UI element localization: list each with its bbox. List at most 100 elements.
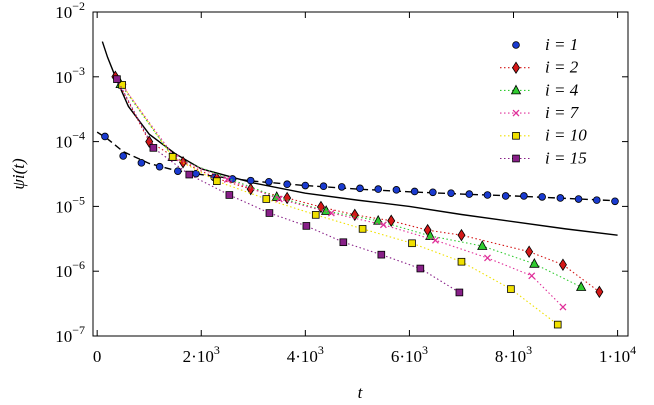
point	[374, 185, 382, 193]
y-tick-label-exp: −5	[72, 193, 85, 207]
point	[155, 162, 164, 171]
x-tick-label-exp: 3	[526, 343, 532, 357]
point	[477, 240, 488, 250]
point	[501, 192, 510, 200]
point	[507, 285, 515, 293]
series-line	[120, 83, 582, 288]
y-tick-label-base: 10	[55, 68, 72, 87]
point	[319, 182, 328, 190]
y-tick-label-exp: −3	[72, 64, 85, 78]
point	[528, 272, 536, 280]
x-tick-label-base: 6·10	[391, 347, 422, 366]
point	[185, 170, 194, 179]
x-tick-label-base: 4·10	[287, 347, 318, 366]
point	[455, 288, 464, 297]
x-tick-label: 4·103	[287, 343, 324, 366]
point	[174, 167, 182, 175]
y-tick-label-base: 10	[55, 3, 72, 22]
y-tick-label-base: 10	[55, 197, 72, 216]
point	[575, 281, 587, 291]
x-tick-label-base: 1·10	[599, 347, 630, 366]
legend-marker	[512, 41, 520, 49]
point	[525, 245, 534, 258]
x-tick-label-exp: 3	[318, 343, 324, 357]
point	[379, 221, 387, 229]
legend-marker	[510, 84, 522, 95]
x-tick-label: 2·103	[183, 343, 220, 366]
point	[431, 236, 439, 244]
point	[301, 181, 310, 190]
x-tick-label: 1·104	[599, 343, 636, 366]
y-tick-label-exp: −7	[72, 323, 85, 337]
point	[337, 183, 346, 191]
point	[113, 75, 121, 83]
point	[447, 189, 455, 197]
point	[119, 152, 127, 160]
x-axis-label: t	[358, 383, 364, 402]
point	[265, 209, 274, 217]
legend-label: i = 7	[545, 103, 580, 122]
point	[429, 188, 437, 197]
x-tick-label: 6·103	[391, 343, 428, 366]
point	[246, 182, 255, 196]
point	[595, 285, 604, 299]
point	[416, 264, 425, 273]
legend-marker	[512, 109, 520, 117]
y-tick-label: 10−5	[55, 193, 85, 216]
point	[538, 193, 546, 201]
point	[520, 192, 528, 200]
point	[356, 184, 364, 193]
point	[392, 186, 401, 194]
point	[457, 257, 466, 266]
y-tick-label-exp: −4	[72, 128, 85, 142]
y-tick-label-base: 10	[55, 262, 72, 281]
point	[327, 209, 335, 217]
point	[559, 303, 567, 311]
point	[529, 257, 540, 268]
y-tick-label: 10−2	[55, 0, 85, 22]
legend-label: i = 1	[545, 35, 578, 54]
point	[484, 254, 491, 262]
y-tick-label-base: 10	[55, 133, 72, 152]
point	[213, 177, 221, 185]
point	[283, 180, 291, 189]
plot-frame	[92, 11, 629, 337]
point	[149, 144, 158, 152]
point	[483, 191, 492, 199]
series-line	[101, 41, 618, 236]
point	[410, 187, 419, 196]
y-tick-label-exp: −6	[72, 258, 85, 272]
point	[311, 211, 320, 219]
point	[556, 194, 565, 202]
legend-label: i = 2	[545, 58, 579, 77]
y-axis-label: ψi(t)	[9, 158, 28, 190]
point	[137, 159, 146, 167]
y-tick-label: 10−4	[55, 128, 85, 151]
point	[553, 320, 562, 329]
point	[465, 190, 474, 198]
y-tick-label-base: 10	[55, 327, 72, 346]
point	[179, 156, 188, 169]
x-tick-label: 8·103	[495, 343, 532, 366]
x-tick-label: 0	[93, 347, 102, 366]
series-line	[122, 86, 564, 308]
legend-label: i = 10	[545, 126, 587, 145]
point	[262, 195, 271, 203]
point	[265, 177, 273, 186]
point	[168, 153, 177, 161]
point	[574, 195, 583, 203]
y-tick-label: 10−7	[55, 323, 85, 346]
series-line	[116, 78, 460, 293]
point	[592, 196, 601, 204]
series-line	[114, 76, 600, 293]
legend-marker	[512, 131, 520, 140]
point	[339, 238, 348, 247]
point	[223, 176, 231, 183]
x-tick-label-exp: 3	[422, 343, 428, 357]
point	[457, 228, 466, 242]
point	[558, 258, 567, 271]
x-tick-label-exp: 3	[214, 343, 220, 357]
point	[225, 191, 234, 199]
legend-label: i = 15	[545, 148, 587, 167]
